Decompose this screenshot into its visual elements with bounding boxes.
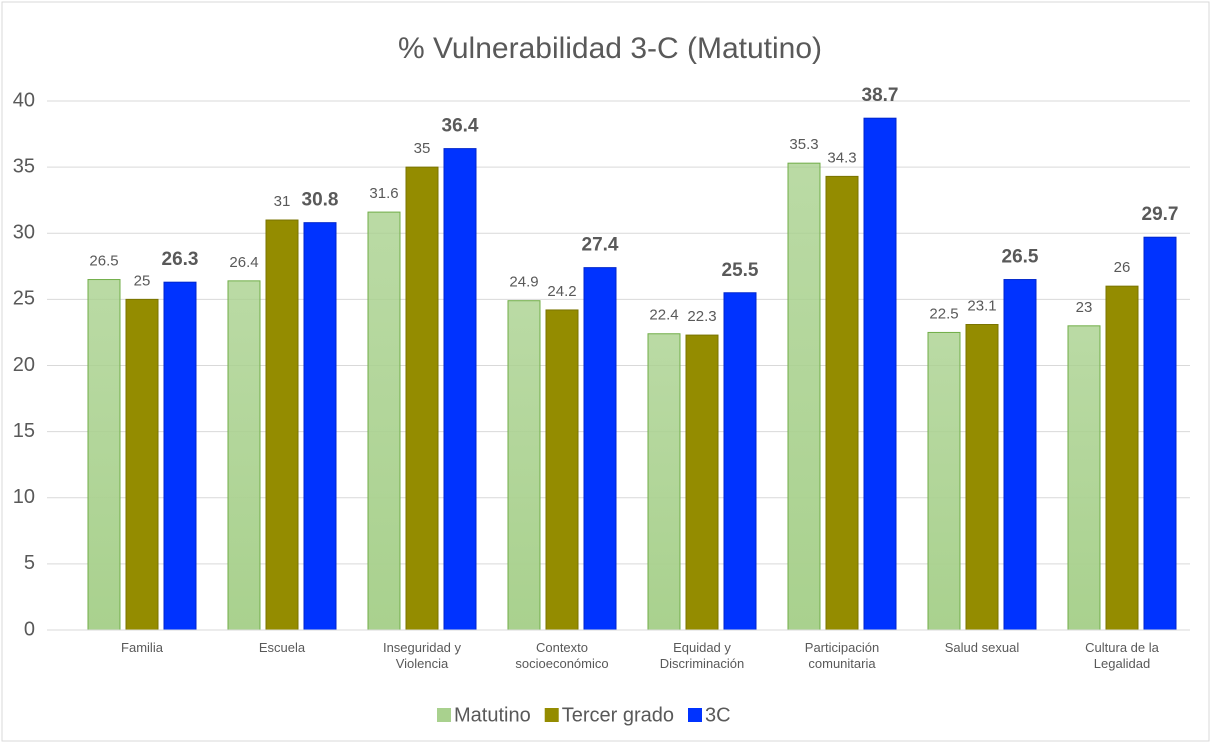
data-label: 26.5 [1002,247,1039,268]
data-label: 26 [1114,259,1131,276]
x-tick-label: Familia [121,640,163,655]
data-label: 22.3 [687,308,716,325]
data-label: 26.4 [229,254,258,271]
bar [1067,325,1101,631]
data-label: 24.9 [509,274,538,291]
data-label: 23 [1076,299,1093,316]
legend-label: 3C [705,704,731,726]
x-tick-label: Salud sexual [944,640,1020,655]
y-tick-label: 20 [13,354,35,376]
bar [787,162,821,631]
y-tick-label: 5 [24,552,35,574]
data-label: 23.1 [967,297,996,314]
y-tick-label: 25 [13,288,35,310]
bar [723,292,757,631]
legend-label: Tercer grado [562,704,674,726]
bar [227,280,261,631]
data-label: 36.4 [442,116,479,137]
bar [367,211,401,631]
data-label: 22.5 [929,305,958,322]
x-tick-label: Contexto socioeconómico [515,640,609,671]
y-tick-label: 15 [13,420,35,442]
data-label: 29.7 [1142,204,1179,225]
data-label: 22.4 [649,307,678,324]
data-label: 31 [274,193,291,210]
legend-swatch [544,708,559,722]
y-tick-label: 40 [13,89,35,111]
data-label: 25.5 [722,260,759,281]
bar [405,166,439,631]
bar [545,309,579,631]
data-label: 38.7 [862,85,899,106]
data-label: 25 [134,272,151,289]
bar [927,331,961,631]
bar [303,222,337,631]
bar [685,334,719,631]
bar [647,333,681,631]
data-label: 27.4 [582,235,619,256]
bar [1003,279,1037,631]
y-tick-label: 30 [13,222,35,244]
data-label: 35 [414,140,431,157]
bar [583,267,617,631]
y-tick-label: 35 [13,155,35,177]
x-tick-label: Equidad y Discriminación [659,640,745,671]
data-label: 35.3 [789,136,818,153]
x-tick-label: Participación comunitaria [804,640,880,671]
bar [965,324,999,631]
data-label: 34.3 [827,149,856,166]
legend-swatch [688,708,702,722]
data-label: 24.2 [547,283,576,300]
data-label: 30.8 [302,190,339,211]
bar [1105,285,1139,631]
bar [265,219,299,631]
legend-label: Matutino [454,704,531,726]
y-tick-label: 0 [24,618,35,640]
chart-title: % Vulnerabilidad 3-C (Matutino) [398,32,822,65]
y-tick-label: 10 [13,486,35,508]
bar [87,279,121,631]
x-tick-label: Inseguridad y Violencia [382,640,462,671]
bar [863,117,897,631]
data-label: 31.6 [369,185,398,202]
data-label: 26.5 [89,253,118,270]
legend-swatch [437,708,451,722]
bar [163,281,197,631]
x-tick-label: Cultura de la Legalidad [1085,640,1159,671]
bar [443,148,477,631]
data-label: 26.3 [162,249,199,270]
bar [1143,236,1177,631]
bar [825,175,859,631]
x-tick-label: Escuela [258,640,306,655]
bar [507,300,541,631]
bar [125,298,159,631]
